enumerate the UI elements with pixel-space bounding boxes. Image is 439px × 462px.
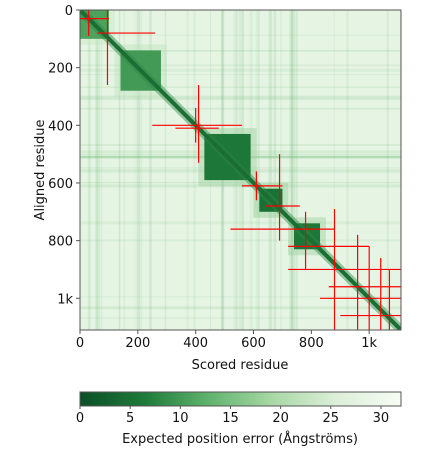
y-axis-ticks: 0 200 400 600 800 1k [48,4,80,307]
x-axis-title: Scored residue [192,358,289,373]
colorbar-tick-label: 20 [272,411,289,426]
texture-streak [80,239,401,242]
texture-streak [80,95,401,98]
colorbar-tick-label: 15 [222,411,239,426]
texture-streak [80,64,401,67]
texture-streak [118,10,121,330]
texture-streak [80,34,401,36]
texture-streak [255,10,259,330]
x-tick-label: 600 [241,336,266,351]
texture-streak [289,10,293,330]
texture-streak [186,10,189,330]
texture-streak [192,10,197,330]
colorbar-tick-label: 0 [76,411,84,426]
x-axis-ticks: 0 200 400 600 800 1k [76,330,378,351]
texture-streak [269,10,273,330]
texture-streak [80,181,401,184]
texture-streak [134,10,136,330]
texture-streak [164,10,167,330]
colorbar-gradient [79,391,402,407]
texture-streak [280,10,282,330]
texture-streak [80,86,401,88]
texture-streak [273,10,277,330]
texture-streak [291,10,293,330]
x-tick-label: 0 [76,336,84,351]
texture-streak [80,107,401,110]
y-axis-title: Aligned residue [33,120,48,221]
texture-streak [80,68,401,72]
colorbar-tick-label: 10 [172,411,189,426]
texture-streak [80,184,401,188]
plot-frame [79,9,402,331]
y-tick-label: 1k [57,292,73,307]
texture-streak [80,221,401,225]
texture-streak [95,10,98,330]
x-tick-label: 800 [299,336,324,351]
texture-streak [333,10,335,330]
x-tick-label: 1k [361,336,377,351]
texture-streak [149,10,152,330]
error-bars [80,10,401,330]
texture-streak [96,10,101,330]
texture-streak [123,10,125,330]
y-tick-label: 600 [48,177,73,192]
heatmap-plot-area [79,9,402,331]
x-tick-label: 200 [125,336,150,351]
texture-streak [291,10,293,330]
y-tick-label: 800 [48,235,73,250]
texture-streak [258,10,260,330]
colorbar-tick-label: 5 [126,411,134,426]
y-tick-label: 0 [65,4,73,19]
texture-streak [268,10,272,330]
y-tick-label: 200 [48,62,73,77]
y-tick-label: 400 [48,119,73,134]
texture-streak [87,10,91,330]
texture-streak [346,10,349,330]
diagonal-line [80,10,401,330]
texture-streak [80,306,401,310]
texture-streak [80,74,401,76]
texture-streak [80,96,401,100]
texture-streak [136,10,140,330]
x-tick-label: 400 [183,336,208,351]
texture-streak [80,296,401,298]
texture-streak [139,10,143,330]
texture-streak [295,10,298,330]
colorbar-title: Expected position error (Ångströms) [122,431,358,447]
texture-streak [386,10,389,330]
texture-streak [249,10,253,330]
texture-streak [80,317,401,320]
colorbar: 0 5 10 15 20 25 30 Expected position error (Ån… [76,391,402,447]
texture-streak [100,10,103,330]
texture-streak [292,10,296,330]
colorbar-tick-label: 30 [373,411,390,426]
colorbar-tick-label: 25 [323,411,340,426]
colorbar-ticks: 0 5 10 15 20 25 30 [76,406,389,426]
texture-streak [80,50,401,52]
diagonal-layer [80,10,401,330]
